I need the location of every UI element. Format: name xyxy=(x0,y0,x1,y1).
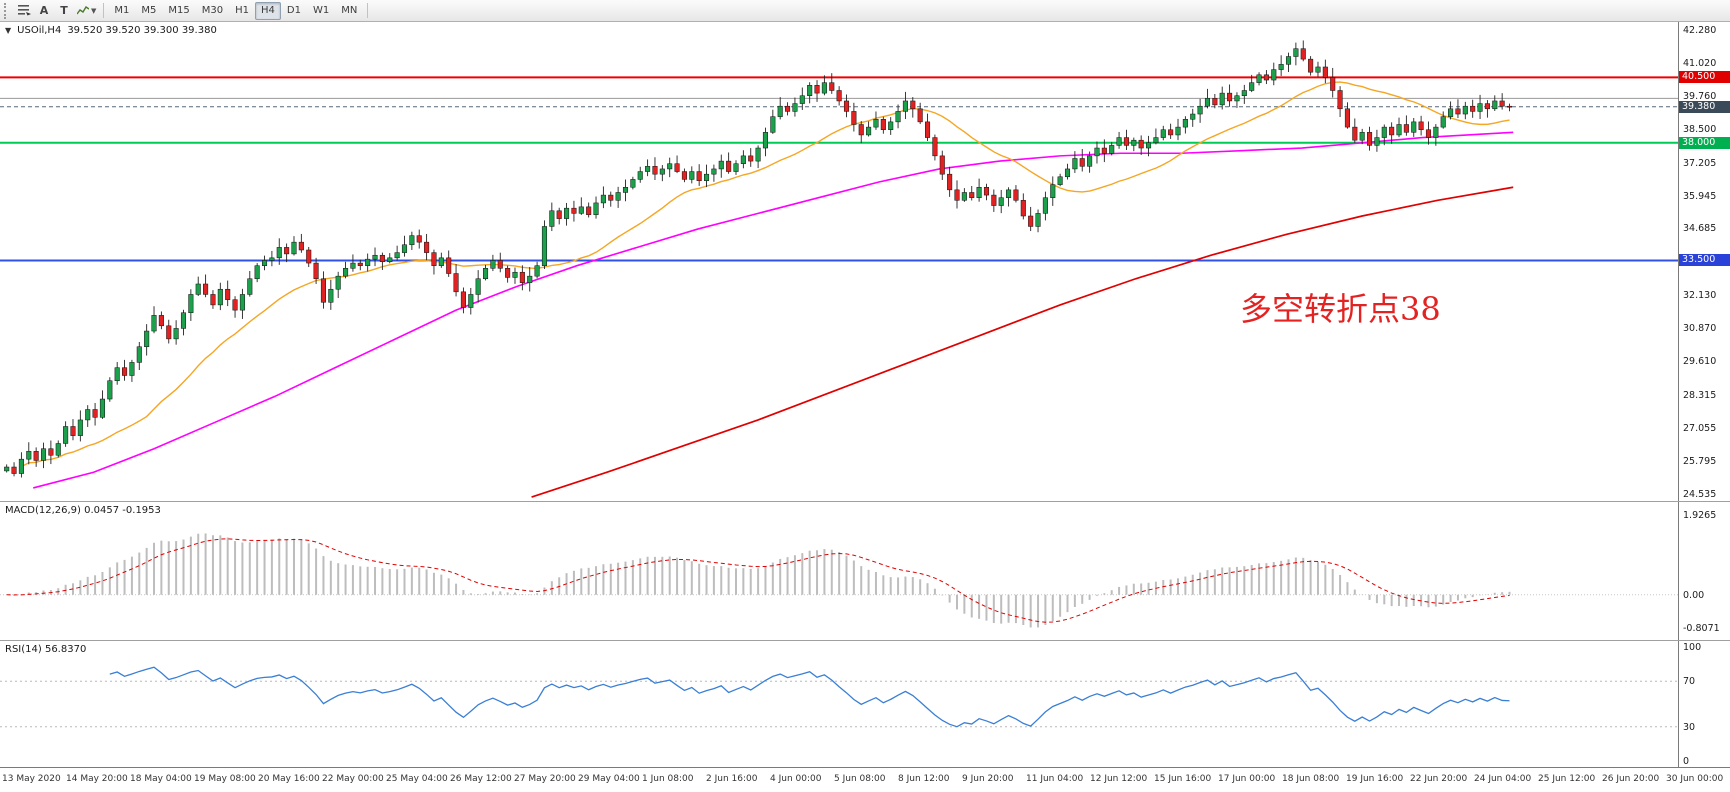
price-tick: 27.055 xyxy=(1683,422,1717,434)
timeframe-h4[interactable]: H4 xyxy=(255,1,281,20)
time-axis[interactable]: 13 May 2020 14 May 20:00 18 May 04:00 19 Ma… xyxy=(0,767,1730,791)
time-label: 27 May 20:00 xyxy=(514,774,576,784)
chart-title: ▼ USOil,H4 39.520 39.520 39.300 39.380 xyxy=(5,25,217,36)
time-label: 24 Jun 04:00 xyxy=(1474,774,1532,784)
time-label: 22 Jun 20:00 xyxy=(1410,774,1468,784)
menu-lines-icon xyxy=(17,5,31,16)
timeframe-m5[interactable]: M5 xyxy=(141,5,157,16)
timeframe-d1[interactable]: D1 xyxy=(286,5,301,16)
price-tick: 34.685 xyxy=(1683,223,1717,235)
price-tick: 35.945 xyxy=(1683,190,1717,202)
time-label: 17 Jun 00:00 xyxy=(1218,774,1276,784)
time-label: 13 May 2020 xyxy=(2,774,61,784)
rsi-title: RSI(14) 56.8370 xyxy=(5,644,87,655)
price-tick: 25.795 xyxy=(1683,455,1717,467)
price-badge-40.500: 40.500 xyxy=(1679,71,1730,84)
price-tick: 42.280 xyxy=(1683,24,1717,36)
macd-title: MACD(12,26,9) 0.0457 -0.1953 xyxy=(5,505,161,516)
time-label: 22 May 00:00 xyxy=(322,774,384,784)
timeframe-w1[interactable]: W1 xyxy=(312,5,330,16)
macd-scale[interactable]: 1.9265 0.00 -0.8071 xyxy=(1678,502,1730,640)
macd-tick: -0.8071 xyxy=(1683,623,1720,635)
text-tool-button[interactable]: T xyxy=(54,2,74,20)
time-label: 12 Jun 12:00 xyxy=(1090,774,1148,784)
price-badge-33.500: 33.500 xyxy=(1679,254,1730,267)
macd-chart[interactable] xyxy=(0,502,1678,640)
time-label: 18 Jun 08:00 xyxy=(1282,774,1340,784)
toolbar: A T ▼ M1 M5 M15 M30 H1 H4 D1 W1 MN xyxy=(0,0,1730,22)
rsi-tick: 70 xyxy=(1683,676,1696,688)
price-tick: 29.610 xyxy=(1683,356,1717,368)
price-tick: 41.020 xyxy=(1683,57,1717,69)
chart-annotation: 多空转折点38 xyxy=(1240,290,1441,328)
time-label: 19 Jun 16:00 xyxy=(1346,774,1404,784)
symbol-title: USOil,H4 xyxy=(17,25,62,36)
price-tick: 39.760 xyxy=(1683,90,1717,102)
main-chart-plot[interactable]: ▼ USOil,H4 39.520 39.520 39.300 39.380 多… xyxy=(0,22,1678,501)
timeframe-h1[interactable]: H1 xyxy=(235,5,249,16)
price-badge-38.000: 38.000 xyxy=(1679,136,1730,149)
time-label: 14 May 20:00 xyxy=(66,774,128,784)
time-label: 2 Jun 16:00 xyxy=(706,774,758,784)
time-label: 26 Jun 20:00 xyxy=(1602,774,1660,784)
chevron-down-icon: ▼ xyxy=(91,6,97,15)
time-label: 18 May 04:00 xyxy=(130,774,192,784)
text-tool-label: T xyxy=(60,4,68,17)
cursor-tool-label: A xyxy=(39,4,49,17)
price-tick: 38.500 xyxy=(1683,123,1717,135)
chart-menu-icon[interactable] xyxy=(14,2,34,20)
rsi-plot[interactable]: RSI(14) 56.8370 xyxy=(0,641,1678,767)
macd-plot[interactable]: MACD(12,26,9) 0.0457 -0.1953 xyxy=(0,502,1678,640)
timeframe-m1[interactable]: M1 xyxy=(114,5,130,16)
indicator-icon xyxy=(77,5,89,14)
rsi-scale[interactable]: 100 70 30 0 xyxy=(1678,641,1730,767)
rsi-tick: 0 xyxy=(1683,756,1690,767)
time-label: 1 Jun 08:00 xyxy=(642,774,694,784)
time-label: 29 May 04:00 xyxy=(578,774,640,784)
rsi-tick: 30 xyxy=(1683,721,1696,733)
time-label: 26 May 12:00 xyxy=(450,774,512,784)
time-label: 4 Jun 00:00 xyxy=(770,774,822,784)
main-chart-panel: ▼ USOil,H4 39.520 39.520 39.300 39.380 多… xyxy=(0,22,1730,501)
price-tick: 24.535 xyxy=(1683,488,1717,500)
rsi-chart[interactable] xyxy=(0,641,1678,767)
price-tick: 28.315 xyxy=(1683,390,1717,402)
macd-tick: 0.00 xyxy=(1683,589,1705,601)
time-label: 11 Jun 04:00 xyxy=(1026,774,1084,784)
rsi-panel: RSI(14) 56.8370 100 70 30 0 xyxy=(0,640,1730,767)
candlestick-chart[interactable] xyxy=(0,22,1678,501)
timeframe-m30[interactable]: M30 xyxy=(201,5,224,16)
time-label: 5 Jun 08:00 xyxy=(834,774,886,784)
toolbar-separator xyxy=(103,3,105,18)
macd-panel: MACD(12,26,9) 0.0457 -0.1953 1.9265 0.00 -… xyxy=(0,501,1730,640)
price-badge-39.380: 39.380 xyxy=(1679,100,1730,113)
rsi-tick: 100 xyxy=(1683,642,1702,653)
timeframe-mn[interactable]: MN xyxy=(341,5,358,16)
toolbar-separator xyxy=(367,3,369,18)
time-label: 19 May 08:00 xyxy=(194,774,256,784)
ohlc-values: 39.520 39.520 39.300 39.380 xyxy=(67,25,217,36)
time-label: 25 May 04:00 xyxy=(386,774,448,784)
time-label: 30 Jun 00:00 xyxy=(1666,774,1724,784)
time-label: 15 Jun 16:00 xyxy=(1154,774,1212,784)
time-label: 20 May 16:00 xyxy=(258,774,320,784)
toolbar-grip[interactable] xyxy=(4,2,10,19)
macd-tick: 1.9265 xyxy=(1683,510,1717,522)
indicators-button[interactable]: ▼ xyxy=(74,2,99,20)
price-tick: 37.205 xyxy=(1683,157,1717,169)
price-tick: 30.870 xyxy=(1683,323,1717,335)
time-label: 25 Jun 12:00 xyxy=(1538,774,1596,784)
time-label: 9 Jun 20:00 xyxy=(962,774,1014,784)
time-label: 8 Jun 12:00 xyxy=(898,774,950,784)
cursor-tool-button[interactable]: A xyxy=(34,2,54,20)
price-scale[interactable]: 42.280 41.020 39.760 38.500 37.205 35.945 34.6… xyxy=(1678,22,1730,501)
symbol-dropdown-icon[interactable]: ▼ xyxy=(5,26,12,35)
price-tick: 32.130 xyxy=(1683,290,1717,302)
timeframe-m15[interactable]: M15 xyxy=(168,5,190,16)
